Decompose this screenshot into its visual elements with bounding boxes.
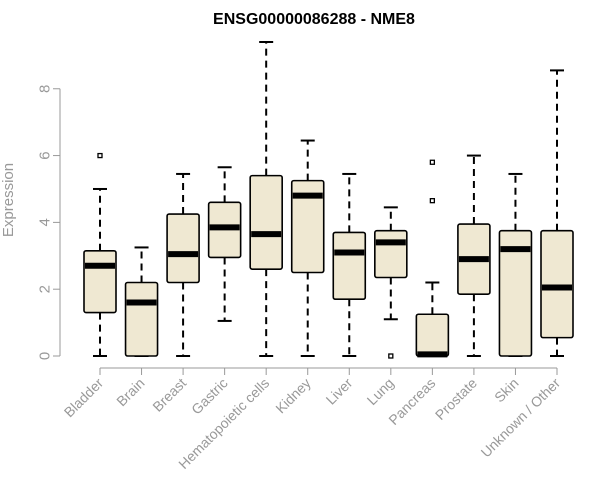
box-bladder — [83, 152, 117, 357]
y-axis: 0 2 4 6 8 — [36, 85, 61, 360]
outlier-point — [388, 353, 394, 359]
box-iqr — [249, 174, 283, 270]
box-pancreas — [415, 159, 450, 358]
x-tick-label: Liver — [323, 375, 356, 408]
box-iqr — [83, 249, 117, 314]
x-tick-label: Unknown / Other — [478, 375, 564, 461]
box-liver — [332, 172, 367, 357]
y-tick-label: 8 — [36, 85, 53, 93]
y-axis-label: Expression — [0, 163, 17, 237]
box-skin — [498, 172, 533, 357]
box-iqr — [498, 229, 533, 357]
x-tick-label: Skin — [491, 375, 522, 406]
box-lung — [374, 206, 408, 359]
box-breast — [166, 172, 200, 357]
x-tick-label: Breast — [149, 375, 189, 415]
box-iqr — [540, 229, 574, 339]
box-iqr — [374, 229, 408, 279]
box-iqr — [290, 179, 325, 274]
x-tick-label: Prostate — [432, 375, 480, 423]
box-iqr — [332, 231, 367, 301]
y-tick-label: 0 — [36, 352, 53, 360]
box-iqr — [124, 281, 159, 357]
chart-title: ENSG00000086288 - NME8 — [213, 11, 415, 28]
box-brain — [124, 246, 159, 357]
box-hematopoietic-cells — [249, 41, 283, 357]
x-tick-label: Brain — [113, 375, 147, 409]
box-unknown-other — [540, 69, 574, 357]
x-tick-label: Lung — [364, 375, 397, 408]
box-iqr — [166, 213, 200, 284]
outlier-point — [429, 159, 436, 165]
y-tick-label: 6 — [36, 151, 53, 159]
box-iqr — [415, 313, 450, 357]
x-tick-label: Bladder — [61, 375, 107, 421]
box-prostate — [457, 154, 491, 357]
x-tick-label: Kidney — [272, 375, 314, 417]
outlier-point — [97, 152, 103, 159]
box-gastric — [207, 166, 242, 322]
box-series — [83, 41, 574, 359]
box-kidney — [290, 139, 325, 357]
y-tick-label: 2 — [36, 285, 53, 293]
outlier-point — [429, 198, 436, 204]
y-tick-label: 4 — [36, 218, 53, 226]
